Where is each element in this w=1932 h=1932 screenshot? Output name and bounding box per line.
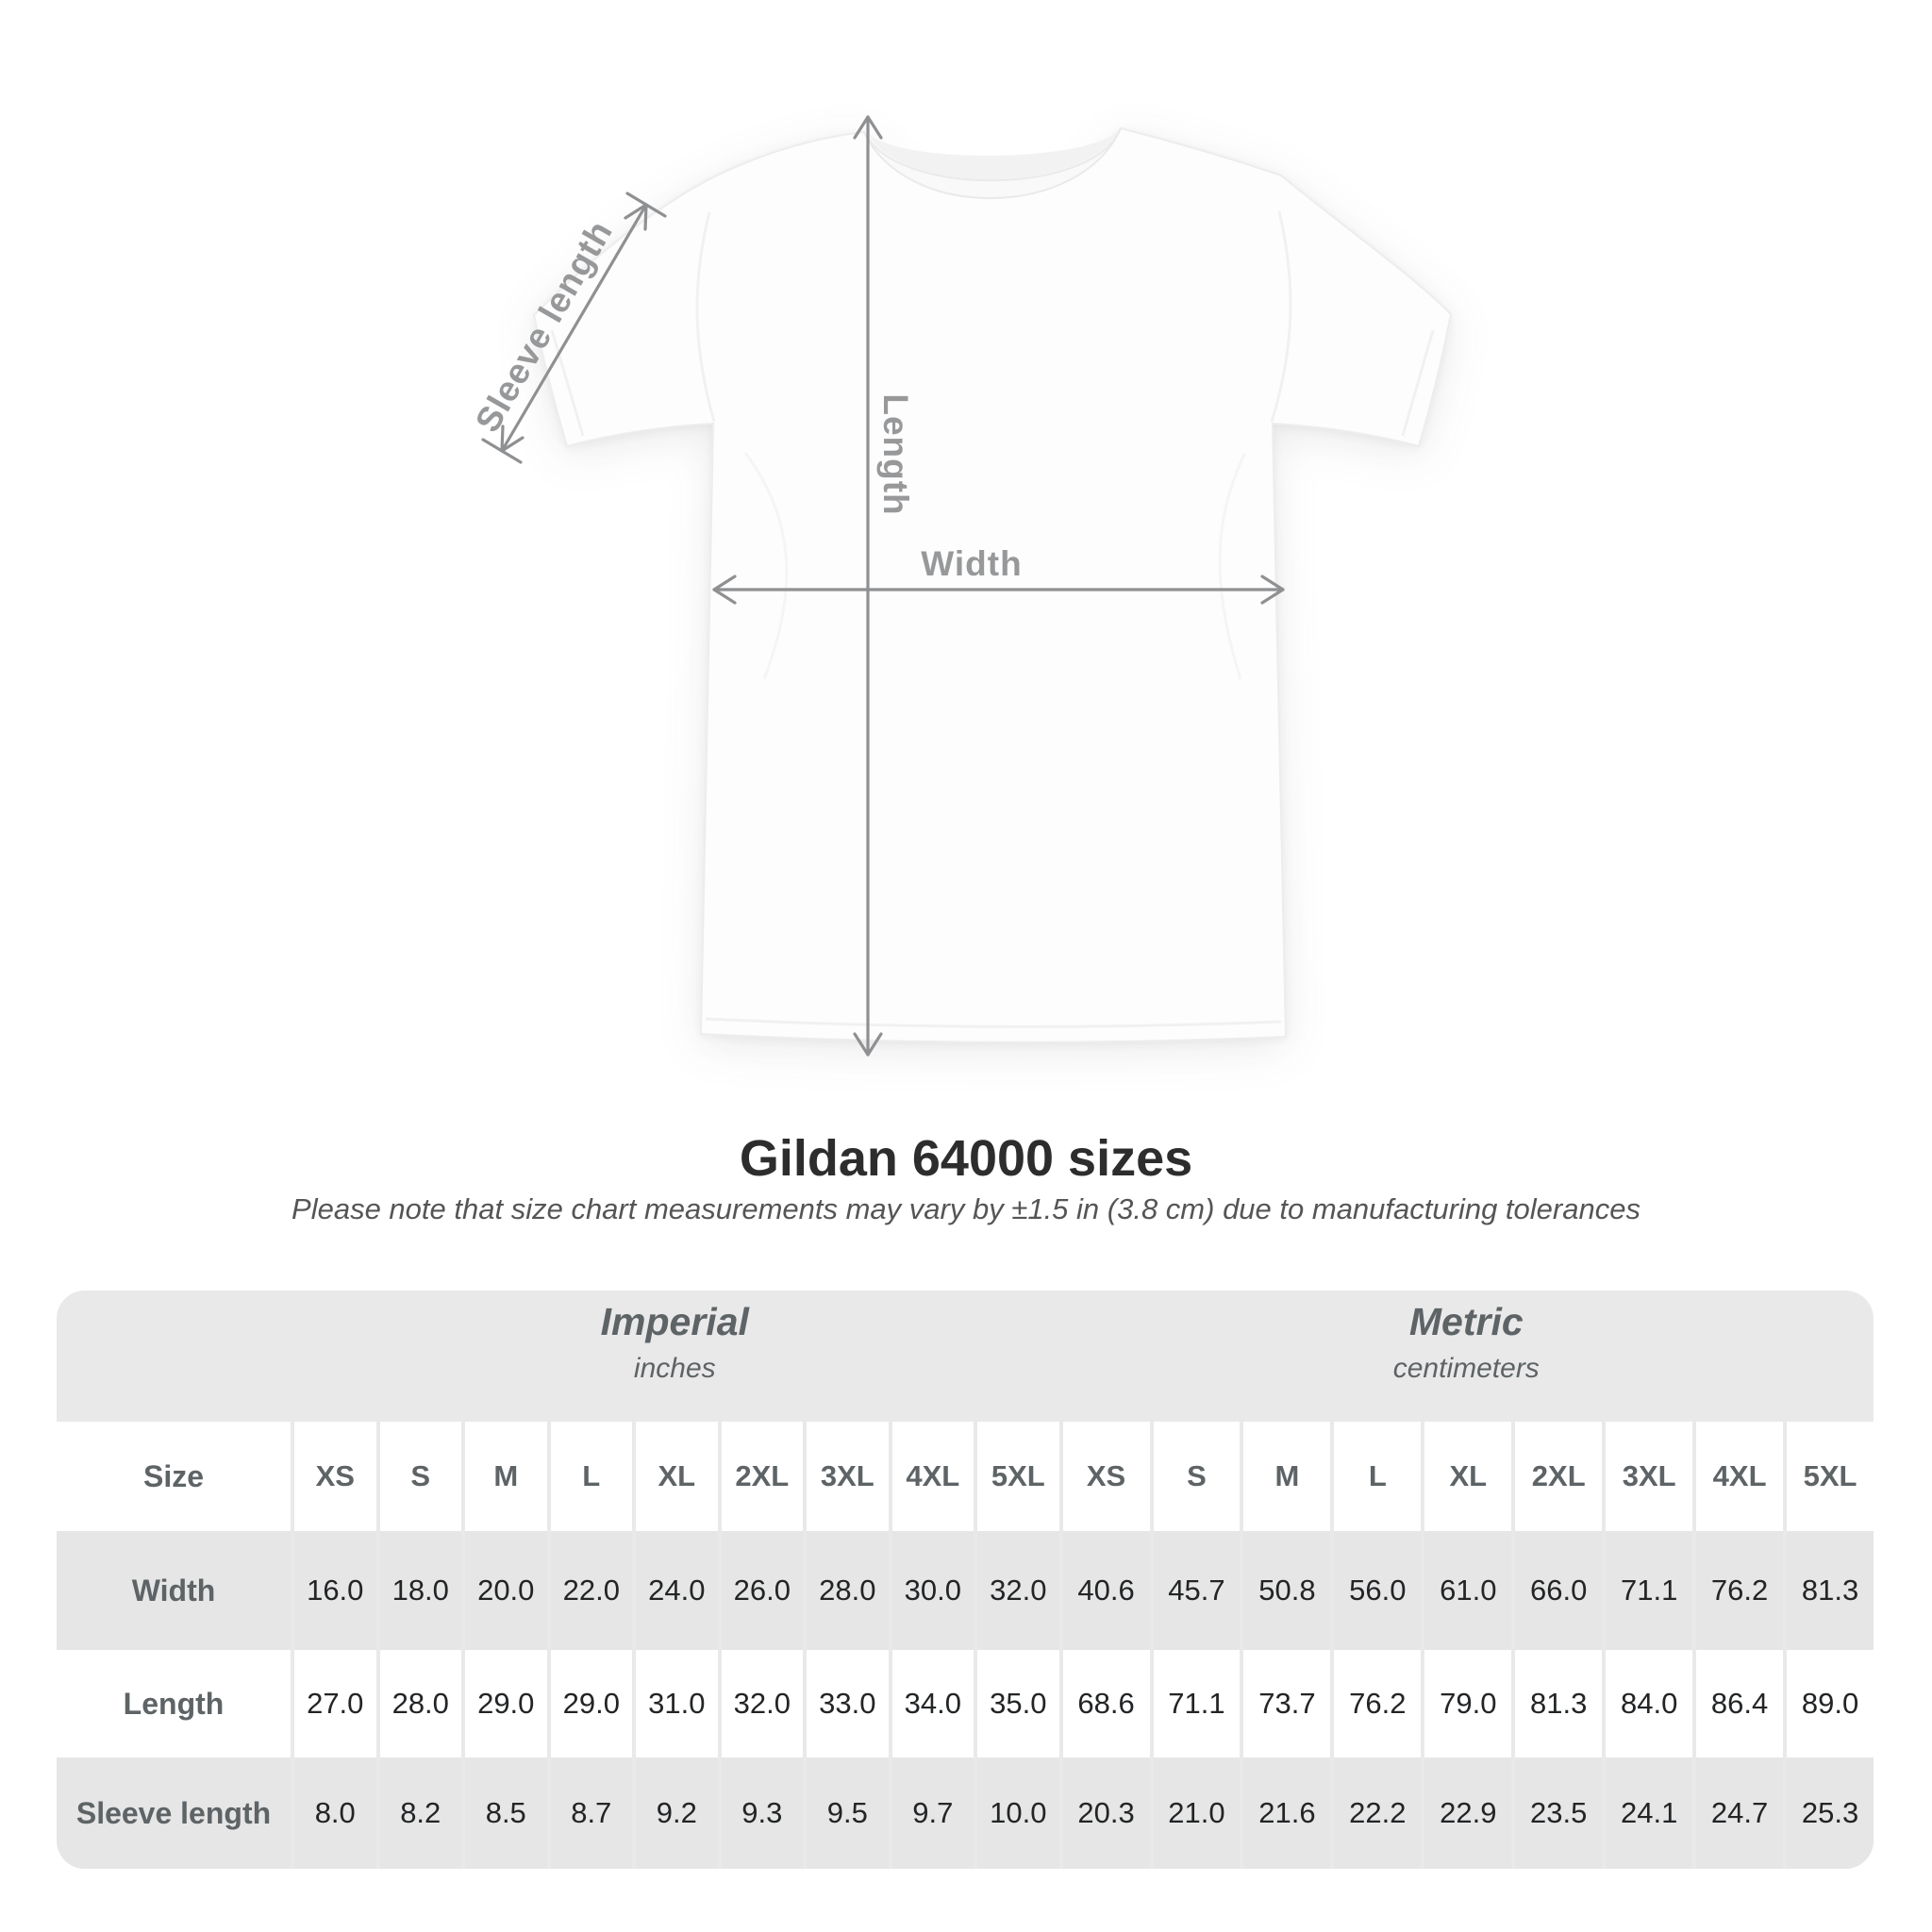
sleeve-imperial-5xl: 10.0 bbox=[974, 1757, 1059, 1869]
shirt-diagram: Width Length Sleeve length bbox=[468, 115, 1453, 1057]
sleeve-metric-xs: 20.3 bbox=[1058, 1757, 1150, 1869]
length-imperial-l: 29.0 bbox=[546, 1650, 633, 1757]
length-imperial-4xl: 34.0 bbox=[888, 1650, 974, 1757]
page-title: Gildan 64000 sizes bbox=[739, 1130, 1193, 1187]
sleeve-imperial-m: 8.5 bbox=[461, 1757, 547, 1869]
width-imperial-s: 18.0 bbox=[375, 1531, 461, 1650]
width-imperial-2xl: 26.0 bbox=[717, 1531, 804, 1650]
width-arrow bbox=[712, 575, 1285, 605]
width-metric-xl: 61.0 bbox=[1421, 1531, 1512, 1650]
size-col-header-metric-3xl: 3XL bbox=[1602, 1422, 1693, 1531]
length-arrow bbox=[853, 115, 883, 1057]
width-metric-m: 50.8 bbox=[1240, 1531, 1331, 1650]
length-metric-m: 73.7 bbox=[1240, 1650, 1331, 1757]
width-imperial-xs: 16.0 bbox=[291, 1531, 376, 1650]
width-imperial-l: 22.0 bbox=[546, 1531, 633, 1650]
sleeve-metric-l: 22.2 bbox=[1330, 1757, 1422, 1869]
size-col-header-metric-2xl: 2XL bbox=[1511, 1422, 1603, 1531]
sleeve-metric-2xl: 23.5 bbox=[1511, 1757, 1603, 1869]
length-imperial-3xl: 33.0 bbox=[803, 1650, 889, 1757]
width-metric-s: 45.7 bbox=[1149, 1531, 1241, 1650]
width-imperial-m: 20.0 bbox=[461, 1531, 547, 1650]
tshirt-silhouette bbox=[532, 126, 1453, 1043]
size-col-header-metric-s: S bbox=[1149, 1422, 1241, 1531]
sleeve-metric-3xl: 24.1 bbox=[1602, 1757, 1693, 1869]
sleeve-imperial-4xl: 9.7 bbox=[888, 1757, 974, 1869]
sleeve-imperial-xl: 9.2 bbox=[632, 1757, 718, 1869]
width-imperial-xl: 24.0 bbox=[632, 1531, 718, 1650]
metric-group-title: Metric bbox=[1408, 1300, 1524, 1343]
sleeve-length-row-label: Sleeve length bbox=[57, 1757, 291, 1869]
length-metric-s: 71.1 bbox=[1149, 1650, 1241, 1757]
sleeve-metric-m: 21.6 bbox=[1240, 1757, 1331, 1869]
sleeve-length-arrow bbox=[481, 192, 667, 464]
length-imperial-xs: 27.0 bbox=[291, 1650, 376, 1757]
sleeve-imperial-l: 8.7 bbox=[546, 1757, 633, 1869]
tolerance-note: Please note that size chart measurements… bbox=[291, 1192, 1641, 1225]
width-metric-2xl: 66.0 bbox=[1511, 1531, 1603, 1650]
length-metric-5xl: 89.0 bbox=[1783, 1650, 1874, 1757]
sleeve-imperial-2xl: 9.3 bbox=[717, 1757, 804, 1869]
size-col-header-metric-l: L bbox=[1330, 1422, 1422, 1531]
length-imperial-2xl: 32.0 bbox=[717, 1650, 804, 1757]
sleeve-imperial-s: 8.2 bbox=[375, 1757, 461, 1869]
size-col-header-imperial-4xl: 4XL bbox=[888, 1422, 974, 1531]
size-table: Imperial inches Metric centimeters Size … bbox=[57, 1291, 1874, 1869]
length-metric-2xl: 81.3 bbox=[1511, 1650, 1603, 1757]
size-col-header-metric-xl: XL bbox=[1421, 1422, 1512, 1531]
size-col-header-metric-4xl: 4XL bbox=[1692, 1422, 1784, 1531]
length-row-label: Length bbox=[57, 1650, 291, 1757]
tshirt-graphic bbox=[481, 115, 1453, 1057]
size-col-header-metric-m: M bbox=[1240, 1422, 1331, 1531]
width-imperial-4xl: 30.0 bbox=[888, 1531, 974, 1650]
size-col-header-imperial-s: S bbox=[375, 1422, 461, 1531]
size-col-header-metric-5xl: 5XL bbox=[1783, 1422, 1874, 1531]
imperial-group-title: Imperial bbox=[600, 1300, 749, 1343]
length-imperial-m: 29.0 bbox=[461, 1650, 547, 1757]
length-imperial-5xl: 35.0 bbox=[974, 1650, 1059, 1757]
tshirt-creases bbox=[550, 210, 1435, 1028]
sleeve-metric-xl: 22.9 bbox=[1421, 1757, 1512, 1869]
size-row-label: Size bbox=[57, 1422, 291, 1531]
unit-group-metric: Metric centimeters bbox=[1059, 1291, 1874, 1422]
sleeve-imperial-xs: 8.0 bbox=[291, 1757, 376, 1869]
length-metric-xl: 79.0 bbox=[1421, 1650, 1512, 1757]
size-col-header-imperial-l: L bbox=[546, 1422, 633, 1531]
metric-group-unit: centimeters bbox=[1392, 1353, 1540, 1384]
header-spacer-cell bbox=[57, 1291, 291, 1422]
length-metric-4xl: 86.4 bbox=[1692, 1650, 1784, 1757]
length-metric-3xl: 84.0 bbox=[1602, 1650, 1693, 1757]
tshirt-collar bbox=[863, 127, 1122, 199]
unit-group-imperial: Imperial inches bbox=[291, 1291, 1059, 1422]
sleeve-metric-4xl: 24.7 bbox=[1692, 1757, 1784, 1869]
size-col-header-imperial-xl: XL bbox=[632, 1422, 718, 1531]
size-col-header-imperial-3xl: 3XL bbox=[803, 1422, 889, 1531]
size-col-header-metric-xs: XS bbox=[1058, 1422, 1150, 1531]
width-dimension-label: Width bbox=[921, 544, 1023, 583]
length-dimension-label: Length bbox=[876, 393, 915, 516]
sleeve-metric-5xl: 25.3 bbox=[1783, 1757, 1874, 1869]
width-metric-xs: 40.6 bbox=[1058, 1531, 1150, 1650]
length-metric-l: 76.2 bbox=[1330, 1650, 1422, 1757]
length-metric-xs: 68.6 bbox=[1058, 1650, 1150, 1757]
length-imperial-xl: 31.0 bbox=[632, 1650, 718, 1757]
width-metric-4xl: 76.2 bbox=[1692, 1531, 1784, 1650]
width-metric-l: 56.0 bbox=[1330, 1531, 1422, 1650]
width-metric-3xl: 71.1 bbox=[1602, 1531, 1693, 1650]
width-imperial-3xl: 28.0 bbox=[803, 1531, 889, 1650]
imperial-group-unit: inches bbox=[633, 1353, 716, 1384]
size-col-header-imperial-2xl: 2XL bbox=[717, 1422, 804, 1531]
size-col-header-imperial-xs: XS bbox=[291, 1422, 376, 1531]
size-col-header-imperial-5xl: 5XL bbox=[974, 1422, 1059, 1531]
size-col-header-imperial-m: M bbox=[461, 1422, 547, 1531]
sleeve-metric-s: 21.0 bbox=[1149, 1757, 1241, 1869]
sleeve-imperial-3xl: 9.5 bbox=[803, 1757, 889, 1869]
width-metric-5xl: 81.3 bbox=[1783, 1531, 1874, 1650]
width-imperial-5xl: 32.0 bbox=[974, 1531, 1059, 1650]
width-row-label: Width bbox=[57, 1531, 291, 1650]
length-imperial-s: 28.0 bbox=[375, 1650, 461, 1757]
